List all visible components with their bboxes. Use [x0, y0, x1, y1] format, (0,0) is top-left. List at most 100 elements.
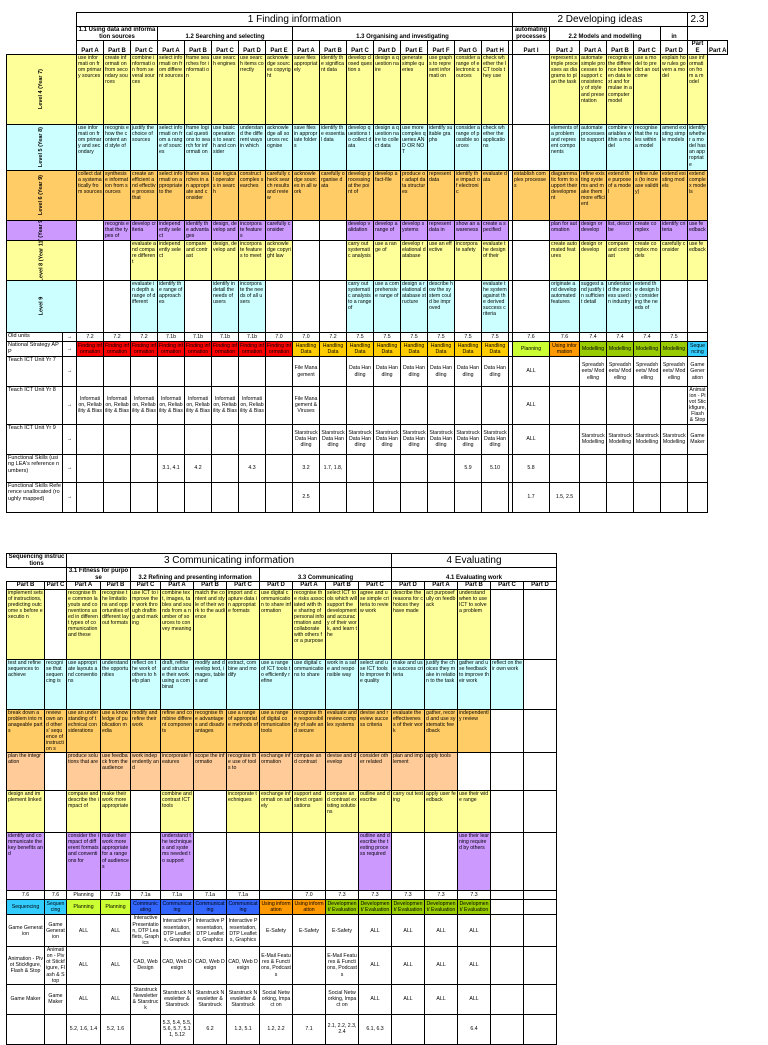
- teach-yr9-row-cell: [130, 423, 158, 455]
- descriptor-cell: [523, 708, 557, 754]
- teach-yr7-row-cell: Spreadsheets/ Modelling: [606, 356, 634, 387]
- teach-yr8-row-label: Teach ICT Unit Yr 8: [6, 386, 63, 425]
- functional-skills-row-cell: 5.2, 1.6, 1.4: [66, 1013, 101, 1045]
- descriptor-cell: create automated features: [549, 240, 580, 281]
- teach-yr9-row-cell: Starstruck Data Handling: [427, 423, 455, 455]
- functional-skills-row-cell: [373, 453, 401, 483]
- old-units-row-cell: 7.1b: [238, 332, 266, 342]
- teach-yr9-row-cell: [490, 983, 524, 1015]
- descriptor-cell: [319, 220, 347, 241]
- strategy-row-cell: Finding information: [211, 341, 239, 357]
- subsection-3-1: 3.1 Fitness for purpose: [66, 567, 131, 582]
- old-units-row-cell: 7.4: [579, 332, 607, 342]
- teach-yr7-row-cell: [319, 356, 347, 387]
- descriptor-cell: identify in detail the needs of users: [211, 280, 239, 333]
- descriptor-cell: [76, 240, 104, 281]
- teach-yr8-row-cell: [579, 386, 607, 425]
- descriptor-cell: use search engines: [211, 54, 239, 125]
- descriptor-cell: [424, 832, 458, 892]
- part-header: Part E: [400, 40, 428, 55]
- part-header: Part D: [238, 40, 266, 55]
- descriptor-cell: [523, 832, 557, 892]
- descriptor-cell: use their wide range: [457, 790, 491, 834]
- descriptor-cell: support and direct organisations: [292, 790, 326, 834]
- teach-yr9-row-cell: ALL: [424, 983, 458, 1015]
- descriptor-cell: diagrammatic form to support their devel…: [549, 170, 580, 221]
- functional-skills-row-cell: [391, 1013, 425, 1045]
- functional-skills-row-cell: 2.1, 2.2, 2.3, 2.4: [325, 1013, 359, 1045]
- teach-yr9-row-cell: Starstruck Data Handling: [400, 423, 428, 455]
- descriptor-cell: import and capture data in appropriate f…: [226, 588, 260, 660]
- teach-yr9-row-cell: ALL: [66, 983, 101, 1015]
- functional-skills-row-cell: 5.9: [454, 453, 482, 483]
- curriculum-table-2: Sequencing instructions 3 Communicating …: [6, 553, 557, 1045]
- part-header: Part A: [160, 581, 194, 590]
- descriptor-cell: outline and describe the testing process…: [358, 832, 392, 892]
- strategy-row-cell: Development/ Evaluation: [424, 899, 458, 916]
- teach-yr8-row-cell: ALL: [512, 386, 550, 425]
- old-units-row-cell: 7.3: [457, 890, 491, 901]
- teach-yr8-row-cell: [633, 386, 661, 425]
- functional-skills-row-cell: 5.10: [481, 453, 509, 483]
- level-label-text: Level 5 (Year 8): [38, 127, 45, 168]
- part-header: Part I: [512, 40, 550, 55]
- descriptor-cell: acknowle dge sources copyright: [265, 54, 293, 125]
- arrow-icon: →: [62, 386, 77, 425]
- strategy-row-cell: Planning: [100, 899, 131, 916]
- descriptor-cell: reflect on the work of others to help pl…: [130, 658, 161, 710]
- descriptor-cell: [184, 280, 212, 333]
- descriptor-cell: list, describe: [606, 220, 634, 241]
- part-header: Part G: [454, 40, 482, 55]
- descriptor-cell: design, develop and: [211, 240, 239, 281]
- teach-yr7-row-cell: ALL: [512, 356, 550, 387]
- descriptor-cell: identify the range of approaches: [157, 280, 185, 333]
- subsection-1-1: 1.1 Using data and information sources: [76, 26, 158, 41]
- part-header: Part C: [633, 40, 661, 55]
- descriptor-cell: make their work more appropriate for a r…: [100, 832, 131, 892]
- descriptor-cell: use a model to predict an outcome: [633, 54, 661, 125]
- teach-yr9-row-cell: [76, 423, 104, 455]
- teach-yr8-row-cell: CAD, Web Design: [160, 946, 194, 985]
- strategy-row-cell: Handling Data: [481, 341, 509, 357]
- strategy-row-cell: Modelling: [633, 341, 661, 357]
- descriptor-cell: [292, 832, 326, 892]
- functional-skills-unallocated-row-cell: [157, 481, 185, 513]
- level-row: Level 5 (Year 8) use informati on from pr…: [6, 124, 728, 171]
- descriptor-cell: generate simple queries: [400, 54, 428, 125]
- functional-skills-unallocated-row-cell: [211, 481, 239, 513]
- descriptor-cell: understand the opportunities: [100, 658, 131, 710]
- teach-yr8-row-cell: Informati on, Reliability & Bias: [103, 386, 131, 425]
- descriptor-cell: select ICT tools which will support the …: [325, 588, 359, 660]
- descriptor-cell: combine variables within a model: [606, 124, 634, 171]
- descriptor-cell: create an efficient and effective proces…: [130, 170, 158, 221]
- teach-yr7-row-cell: [523, 914, 557, 948]
- descriptor-cell: [687, 280, 708, 333]
- descriptor-cell: refine existing systems and make them mo…: [579, 170, 607, 221]
- corner-blank: [7, 27, 77, 41]
- descriptor-cell: identify the essential data: [319, 124, 347, 171]
- teach-yr7-row-cell: [103, 356, 131, 387]
- level-label-text: 7 (Year 9): [38, 220, 45, 241]
- descriptor-cell: consider a range of electronic sources: [454, 54, 482, 125]
- teach-yr8-row-cell: Informati on, Reliability & Bias: [157, 386, 185, 425]
- descriptor-cell: use graphs to represent informati on: [427, 54, 455, 125]
- functional-skills-unallocated-row-cell: [76, 481, 104, 513]
- strategy-row-cell: Development/ Evaluation: [325, 899, 359, 916]
- descriptor-cell: work independently and: [130, 752, 161, 792]
- descriptor-cell: modify and refine their work: [130, 708, 161, 754]
- descriptor-cell: recognis e the difference between data t…: [606, 54, 634, 125]
- teach-yr8-row-cell: ALL: [66, 946, 101, 985]
- part-header: Part A: [76, 40, 104, 55]
- teach-yr9-row-cell: [211, 423, 239, 455]
- functional-skills-row-cell: 4.2: [184, 453, 212, 483]
- functional-skills-row-cell: [103, 453, 131, 483]
- descriptor-cell: use ICT to improve their work through dr…: [130, 588, 161, 660]
- strategy-row-cell: Modelling: [660, 341, 688, 357]
- descriptor-cell: [523, 790, 557, 834]
- strategy-row-cell: Using information: [292, 899, 326, 916]
- descriptor-cell: construct complex searches: [238, 170, 266, 221]
- descriptor-cell: [490, 708, 524, 754]
- strategy-row-cell: Sequencing: [44, 899, 67, 916]
- descriptor-cell: compare and contrast: [606, 240, 634, 281]
- descriptor-cell: [523, 752, 557, 792]
